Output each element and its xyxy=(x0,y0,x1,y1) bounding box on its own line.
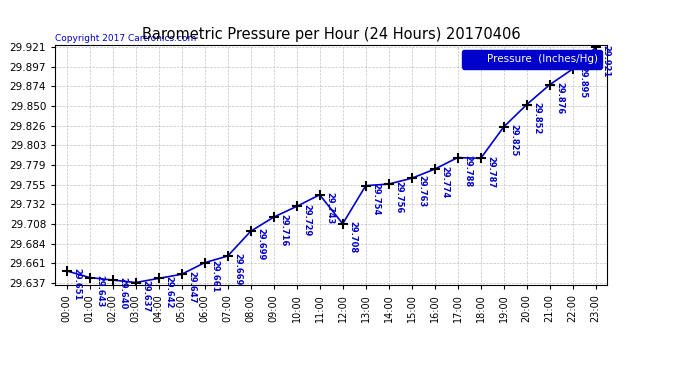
Text: 29.876: 29.876 xyxy=(555,82,564,114)
Text: 29.852: 29.852 xyxy=(532,102,541,134)
Text: 29.643: 29.643 xyxy=(95,275,104,307)
Text: 29.669: 29.669 xyxy=(233,253,242,286)
Text: 29.756: 29.756 xyxy=(394,181,403,214)
Text: 29.895: 29.895 xyxy=(578,66,587,99)
Text: 29.642: 29.642 xyxy=(164,276,173,308)
Text: 29.763: 29.763 xyxy=(417,176,426,208)
Text: 29.754: 29.754 xyxy=(371,183,380,215)
Text: 29.647: 29.647 xyxy=(187,272,196,304)
Text: 29.743: 29.743 xyxy=(325,192,334,224)
Text: 29.921: 29.921 xyxy=(601,45,610,77)
Text: 29.774: 29.774 xyxy=(440,166,449,199)
Text: 29.651: 29.651 xyxy=(72,268,81,301)
Legend: Pressure  (Inches/Hg): Pressure (Inches/Hg) xyxy=(462,50,602,69)
Text: 29.708: 29.708 xyxy=(348,221,357,253)
Text: 29.640: 29.640 xyxy=(118,277,127,310)
Text: Copyright 2017 Cartronics.com: Copyright 2017 Cartronics.com xyxy=(55,34,197,43)
Text: 29.825: 29.825 xyxy=(509,124,518,156)
Text: 29.788: 29.788 xyxy=(463,155,472,187)
Title: Barometric Pressure per Hour (24 Hours) 20170406: Barometric Pressure per Hour (24 Hours) … xyxy=(142,27,520,42)
Text: 29.661: 29.661 xyxy=(210,260,219,292)
Text: 29.729: 29.729 xyxy=(302,204,311,236)
Text: 29.787: 29.787 xyxy=(486,156,495,188)
Text: 29.716: 29.716 xyxy=(279,214,288,247)
Text: 29.699: 29.699 xyxy=(256,228,265,261)
Text: 29.637: 29.637 xyxy=(141,280,150,312)
